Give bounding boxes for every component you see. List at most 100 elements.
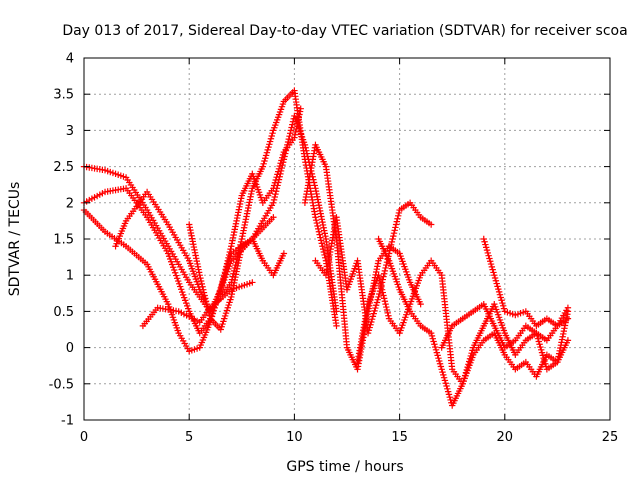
data-point — [333, 322, 340, 330]
series-trace — [407, 274, 423, 305]
series-trace — [419, 215, 433, 227]
series-trace — [438, 274, 456, 370]
series-trace — [354, 303, 371, 363]
data-series — [375, 235, 572, 409]
series-trace — [408, 310, 423, 327]
series-trace — [408, 202, 423, 219]
series-trace — [524, 310, 538, 327]
y-tick-label: 1.5 — [53, 233, 74, 248]
data-point — [333, 308, 340, 315]
series-trace — [386, 260, 402, 291]
series-trace — [545, 360, 559, 372]
data-series — [480, 235, 572, 330]
series-trace — [312, 187, 329, 240]
series-trace — [239, 187, 255, 240]
series-trace — [313, 144, 328, 168]
y-axis-label: SDTVAR / TECUs — [7, 182, 23, 297]
series-trace — [228, 245, 245, 298]
series-trace — [271, 252, 286, 276]
series-trace — [282, 136, 296, 153]
series-trace — [83, 190, 106, 205]
data-series — [112, 105, 304, 315]
series-trace — [398, 201, 412, 212]
series-trace — [218, 245, 234, 290]
series-trace — [535, 331, 548, 343]
series-trace — [157, 305, 180, 315]
series-trace — [535, 316, 548, 328]
series-trace — [198, 317, 212, 334]
data-point — [427, 221, 435, 228]
series-trace — [312, 216, 329, 262]
series-trace — [323, 238, 340, 312]
x-tick-label: 5 — [185, 430, 193, 445]
data-series — [186, 221, 288, 333]
series-trace — [492, 332, 507, 356]
x-tick-label: 0 — [80, 430, 88, 445]
data-point — [564, 337, 572, 344]
series-trace — [166, 245, 191, 284]
data-point — [196, 272, 203, 279]
series-trace — [514, 309, 527, 318]
y-tick-label: -1 — [61, 414, 74, 429]
series-trace — [250, 238, 265, 262]
data-series — [80, 206, 277, 355]
series-trace — [471, 325, 486, 349]
data-point — [375, 293, 382, 301]
series-trace — [439, 368, 455, 406]
series-trace — [240, 237, 254, 248]
chart-title: Day 013 of 2017, Sidereal Day-to-day VTE… — [62, 23, 627, 39]
series-trace — [333, 238, 350, 348]
x-tick-label: 25 — [602, 430, 619, 445]
series-trace — [145, 263, 171, 305]
data-layer — [80, 87, 572, 409]
series-trace — [419, 259, 433, 276]
data-point — [270, 185, 277, 192]
series-trace — [451, 316, 464, 328]
data-point — [564, 304, 572, 311]
series-trace — [145, 191, 170, 226]
series-trace — [166, 223, 191, 262]
data-point — [427, 329, 435, 337]
series-trace — [460, 347, 476, 385]
series-trace — [113, 220, 129, 247]
series-trace — [260, 129, 276, 168]
series-trace — [365, 274, 381, 305]
x-axis-label: GPS time / hours — [286, 459, 403, 475]
data-point — [417, 300, 424, 308]
data-point — [270, 214, 277, 221]
series-trace — [472, 302, 485, 314]
series-trace — [492, 303, 508, 334]
data-point — [270, 199, 277, 206]
data-point — [459, 380, 466, 387]
series-trace — [323, 166, 340, 240]
series-trace — [145, 209, 170, 247]
data-series — [354, 257, 572, 387]
series-trace — [228, 195, 245, 247]
series-trace — [545, 316, 559, 328]
y-tick-label: 0.5 — [53, 305, 74, 320]
series-trace — [471, 339, 486, 356]
series-trace — [186, 260, 202, 291]
x-tick-label: 10 — [286, 430, 303, 445]
y-tick-label: 3 — [66, 124, 74, 139]
series-trace — [209, 288, 233, 310]
data-point — [564, 315, 572, 322]
series-trace — [104, 167, 127, 180]
series-trace — [83, 163, 106, 173]
series-trace — [165, 253, 192, 312]
series-trace — [333, 216, 350, 290]
series-trace — [491, 274, 508, 312]
series-trace — [250, 173, 266, 204]
y-tick-label: 0 — [66, 341, 74, 356]
data-point — [164, 250, 172, 257]
series-trace — [524, 324, 538, 335]
series-trace — [176, 332, 191, 352]
data-point — [249, 279, 256, 286]
series-trace — [376, 238, 392, 262]
data-point — [291, 134, 298, 141]
series-trace — [270, 151, 287, 189]
series-trace — [208, 317, 223, 331]
y-tick-label: -0.5 — [49, 377, 74, 392]
data-series — [80, 112, 340, 337]
